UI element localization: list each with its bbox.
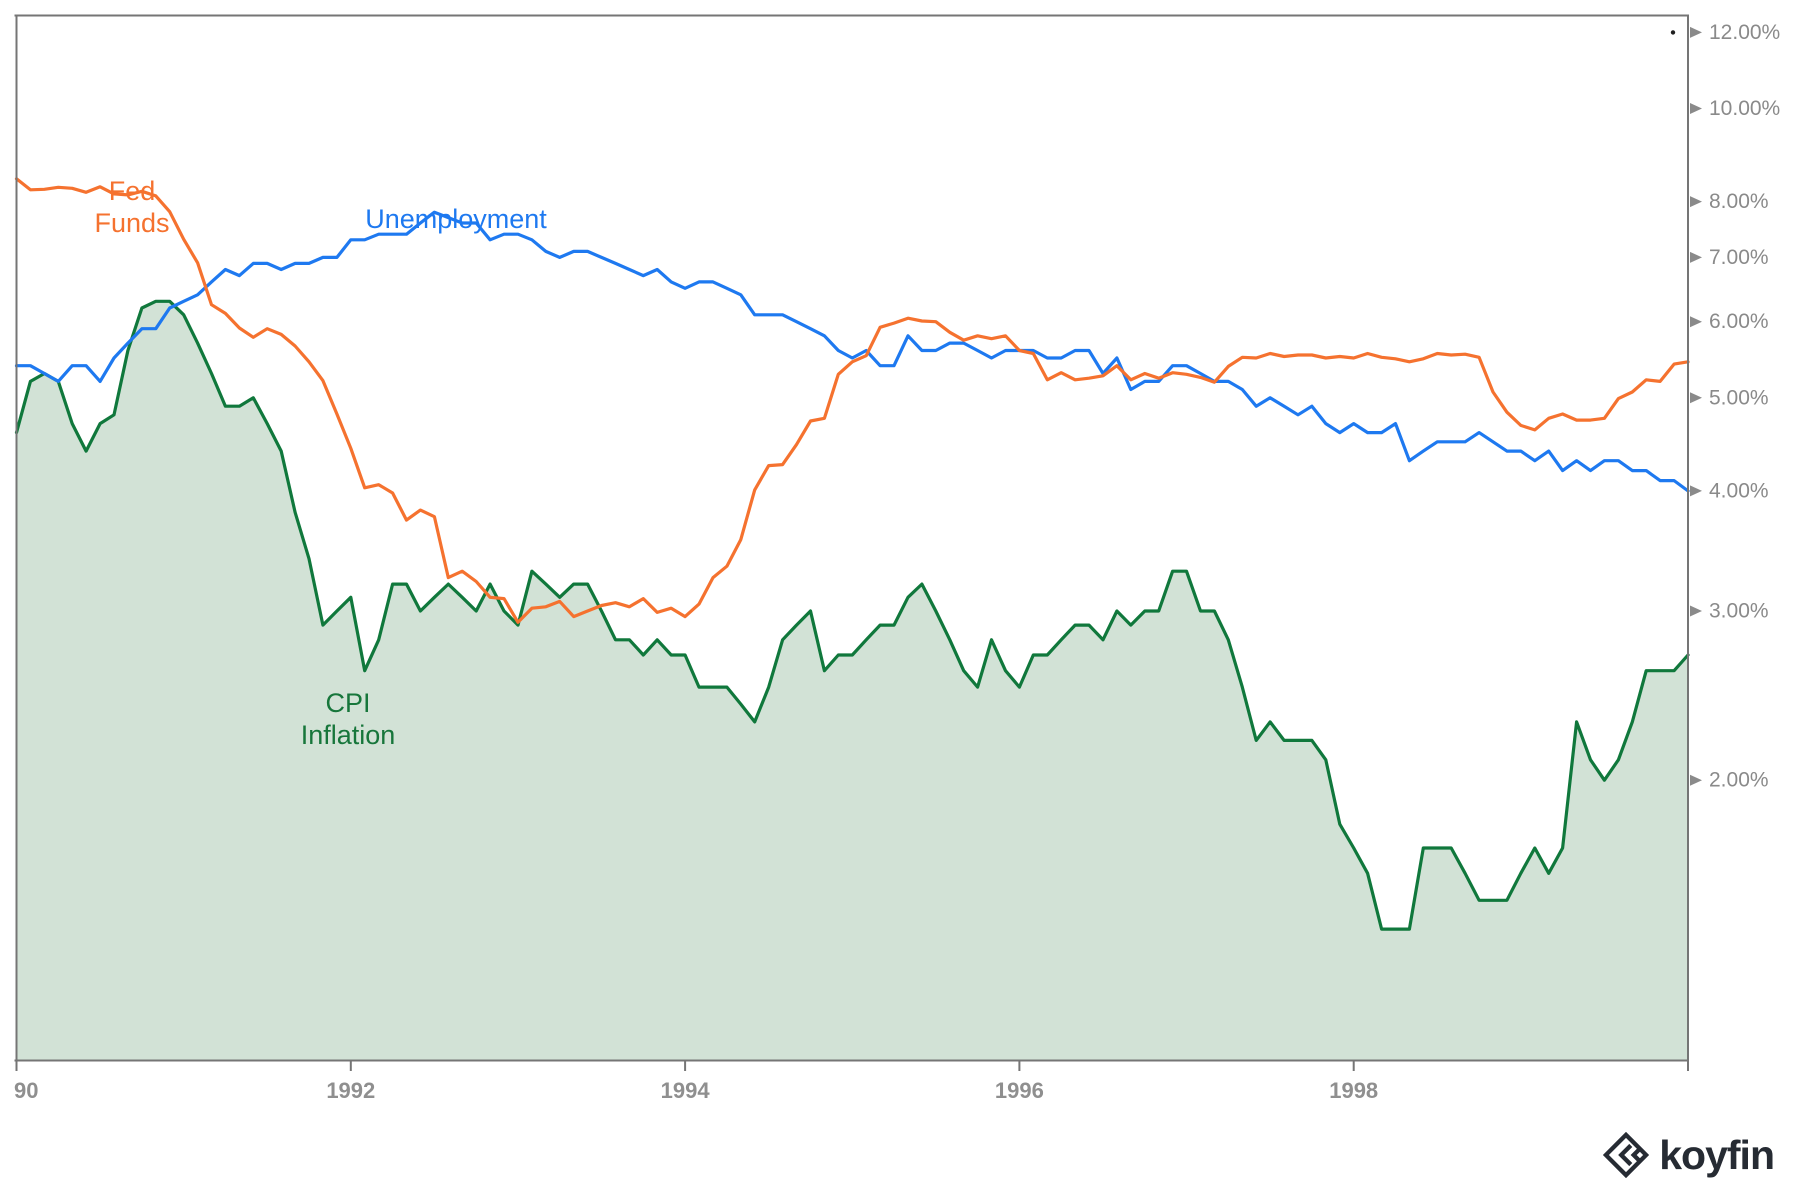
series-label-unemployment: Unemployment <box>346 203 566 235</box>
marker-dot <box>1670 30 1676 35</box>
koyfin-logo[interactable]: koyfin <box>1603 1132 1775 1178</box>
y-axis-tick-label: 5.00% <box>1709 386 1769 409</box>
y-axis-tick-label: 8.00% <box>1709 190 1769 213</box>
series-label-text: Funds <box>94 208 170 238</box>
y-axis-tick-label: 12.00% <box>1709 21 1780 44</box>
y-axis-tick-label: 2.00% <box>1709 769 1769 792</box>
x-axis-tick-label: 1992 <box>326 1078 375 1103</box>
y-axis-tick-label: 6.00% <box>1709 310 1769 333</box>
y-axis-tick-label: 3.00% <box>1709 599 1769 622</box>
koyfin-logo-mark <box>1603 1132 1650 1178</box>
y-axis-tick-label: 10.00% <box>1709 97 1780 120</box>
x-axis-tick-label: 1996 <box>995 1078 1044 1103</box>
x-axis-tick-label: 1994 <box>661 1078 711 1103</box>
series-label-text: Fed <box>108 176 156 206</box>
y-axis-tick-arrow <box>1690 103 1702 114</box>
y-axis-tick-label: 4.00% <box>1709 479 1769 502</box>
koyfin-logo-text: koyfin <box>1659 1132 1775 1178</box>
y-axis-tick-arrow <box>1690 196 1702 208</box>
y-axis-tick-arrow <box>1690 485 1702 497</box>
y-axis-tick-label: 7.00% <box>1709 246 1769 269</box>
series-label-cpi-inflation: CPI Inflation <box>268 687 428 751</box>
x-axis-tick-label: 90 <box>14 1078 38 1103</box>
series-label-text: Inflation <box>300 720 396 750</box>
y-axis-tick-arrow <box>1690 605 1702 617</box>
unemployment-line <box>14 210 1690 493</box>
y-axis-tick-arrow <box>1690 392 1702 404</box>
cpi-inflation-line <box>14 299 1690 931</box>
series-label-fed-funds: Fed Funds <box>67 175 197 239</box>
y-axis-tick-arrow <box>1690 774 1702 786</box>
series-label-text: CPI <box>325 688 371 718</box>
cpi-inflation-area <box>16 301 1688 1061</box>
y-axis-tick-arrow <box>1690 26 1702 38</box>
series-label-text: Unemployment <box>365 204 547 234</box>
y-axis-tick-arrow <box>1690 251 1702 263</box>
x-axis-tick-label: 1998 <box>1329 1078 1378 1103</box>
y-axis-tick-arrow <box>1690 316 1702 328</box>
fed-funds-line <box>14 177 1690 624</box>
